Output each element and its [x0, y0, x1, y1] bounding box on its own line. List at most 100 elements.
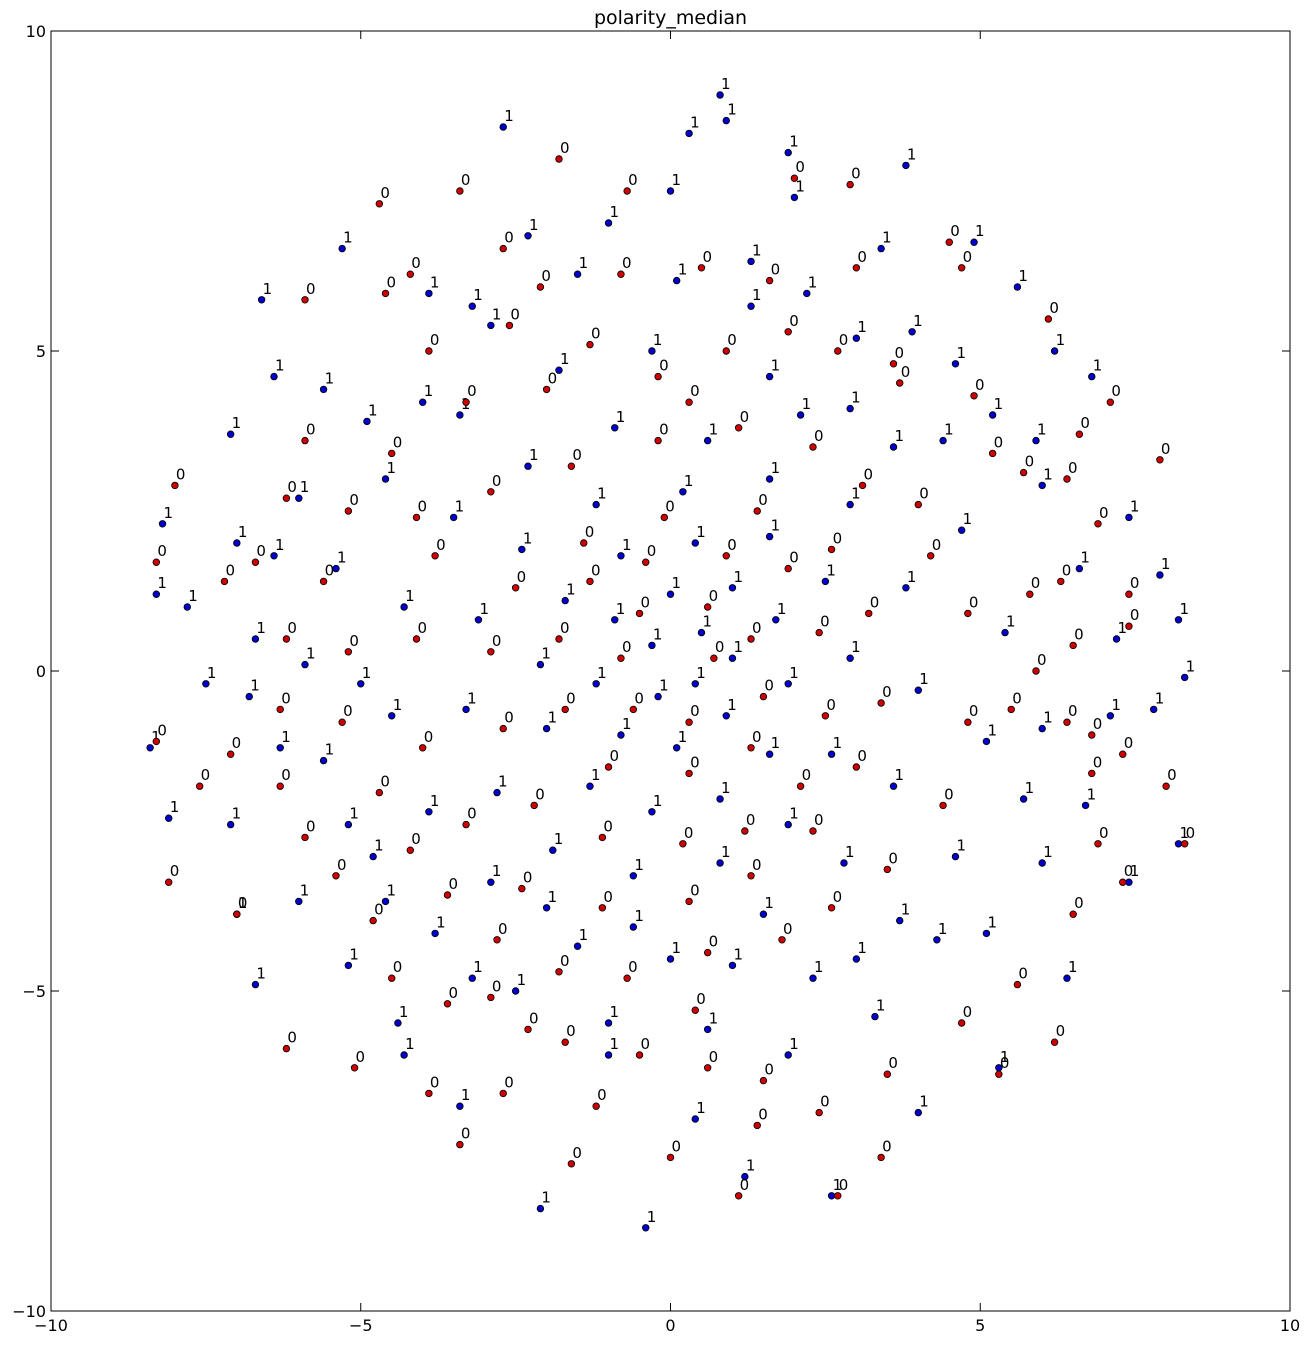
- point-label: 1: [622, 536, 632, 554]
- point-class-0: [1119, 878, 1127, 886]
- point-class-1: [499, 123, 507, 131]
- point-class-1: [672, 276, 681, 285]
- point-class-0: [741, 827, 749, 835]
- point-class-1: [747, 302, 755, 310]
- point-class-1: [146, 744, 154, 752]
- point-class-0: [1094, 520, 1102, 528]
- point-label: 1: [919, 1093, 929, 1111]
- point-class-0: [827, 904, 836, 912]
- point-label: 1: [541, 1189, 551, 1207]
- point-label: 0: [281, 689, 291, 707]
- point-class-0: [660, 513, 669, 522]
- point-class-1: [1038, 724, 1046, 733]
- point-class-1: [604, 1019, 613, 1027]
- point-class-1: [703, 436, 712, 445]
- point-class-1: [840, 859, 848, 867]
- point-class-1: [685, 129, 693, 138]
- point-class-1: [988, 411, 997, 419]
- point-label: 0: [826, 696, 836, 714]
- point-label: 1: [771, 517, 781, 535]
- point-label: 0: [1093, 753, 1103, 771]
- point-label: 1: [473, 958, 483, 976]
- point-class-0: [685, 398, 693, 406]
- point-label: 1: [498, 773, 508, 791]
- point-label: 1: [591, 766, 601, 784]
- point-label: 0: [963, 1003, 973, 1021]
- point-label: 0: [690, 702, 700, 720]
- point-class-1: [871, 1012, 879, 1021]
- point-label: 1: [387, 459, 397, 477]
- point-label: 1: [157, 574, 167, 592]
- point-label: 0: [789, 549, 799, 567]
- point-label: 1: [393, 696, 403, 714]
- point-label: 1: [325, 369, 335, 387]
- point-label: 1: [795, 177, 805, 195]
- point-label: 1: [405, 1035, 415, 1053]
- point-class-1: [765, 532, 774, 541]
- point-class-1: [468, 974, 476, 982]
- point-class-1: [1125, 513, 1133, 522]
- point-class-0: [598, 833, 607, 842]
- point-label: 0: [634, 689, 644, 707]
- point-label: 0: [448, 984, 458, 1002]
- point-class-0: [691, 1006, 699, 1014]
- point-label: 0: [572, 1144, 582, 1162]
- point-class-0: [759, 692, 768, 701]
- point-class-0: [747, 635, 755, 643]
- point-class-1: [722, 712, 730, 720]
- point-class-0: [1044, 315, 1053, 323]
- point-label: 0: [306, 421, 316, 439]
- point-label: 0: [715, 638, 725, 656]
- point-class-1: [257, 296, 266, 304]
- point-class-0: [282, 1044, 291, 1053]
- point-label: 1: [207, 664, 217, 682]
- points-layer: 1 1 1 1 1 1 1 1 1 1 1 1 1 1 1 1 1 1 1 1 1 1 1 1 1 1 1 1 1 1 1 1 1 1 1 1 1 1 1 1…: [146, 75, 1195, 1232]
- point-class-0: [251, 558, 260, 566]
- point-class-0: [945, 238, 953, 246]
- point-class-1: [846, 500, 854, 509]
- point-label: 0: [560, 619, 570, 637]
- point-class-1: [381, 475, 390, 483]
- point-class-1: [784, 820, 792, 829]
- point-label: 1: [430, 792, 440, 810]
- point-class-0: [375, 788, 384, 797]
- point-class-1: [803, 289, 811, 298]
- point-label: 0: [864, 465, 874, 483]
- point-class-1: [1156, 571, 1164, 579]
- point-class-1: [654, 692, 662, 701]
- point-label: 1: [492, 305, 502, 323]
- y-tick-label: 0: [36, 662, 46, 681]
- point-class-0: [406, 270, 415, 278]
- point-class-0: [567, 462, 576, 470]
- point-class-1: [1019, 795, 1028, 803]
- point-label: 0: [1093, 715, 1103, 733]
- point-label: 1: [1155, 689, 1165, 707]
- point-class-1: [1032, 436, 1040, 445]
- point-label: 1: [634, 856, 644, 874]
- point-class-0: [734, 1192, 743, 1200]
- point-label: 0: [492, 632, 502, 650]
- point-label: 0: [492, 472, 502, 490]
- point-class-1: [456, 411, 464, 419]
- point-label: 1: [1161, 555, 1171, 573]
- point-class-0: [381, 289, 390, 298]
- point-label: 0: [610, 747, 620, 765]
- point-label: 0: [851, 165, 861, 183]
- point-label: 1: [789, 1035, 799, 1053]
- point-label: 0: [882, 683, 892, 701]
- point-class-1: [939, 436, 947, 445]
- point-class-0: [1050, 1038, 1059, 1046]
- point-class-1: [245, 692, 253, 701]
- point-label: 0: [393, 958, 403, 976]
- point-label: 1: [647, 1208, 657, 1226]
- point-label: 1: [1043, 465, 1053, 483]
- point-class-1: [703, 1025, 712, 1034]
- point-label: 0: [727, 536, 737, 554]
- point-label: 1: [727, 101, 737, 119]
- point-label: 1: [337, 549, 347, 567]
- point-label: 0: [201, 766, 211, 784]
- point-label: 0: [771, 261, 781, 279]
- point-label: 0: [597, 1086, 607, 1104]
- point-class-1: [914, 686, 922, 694]
